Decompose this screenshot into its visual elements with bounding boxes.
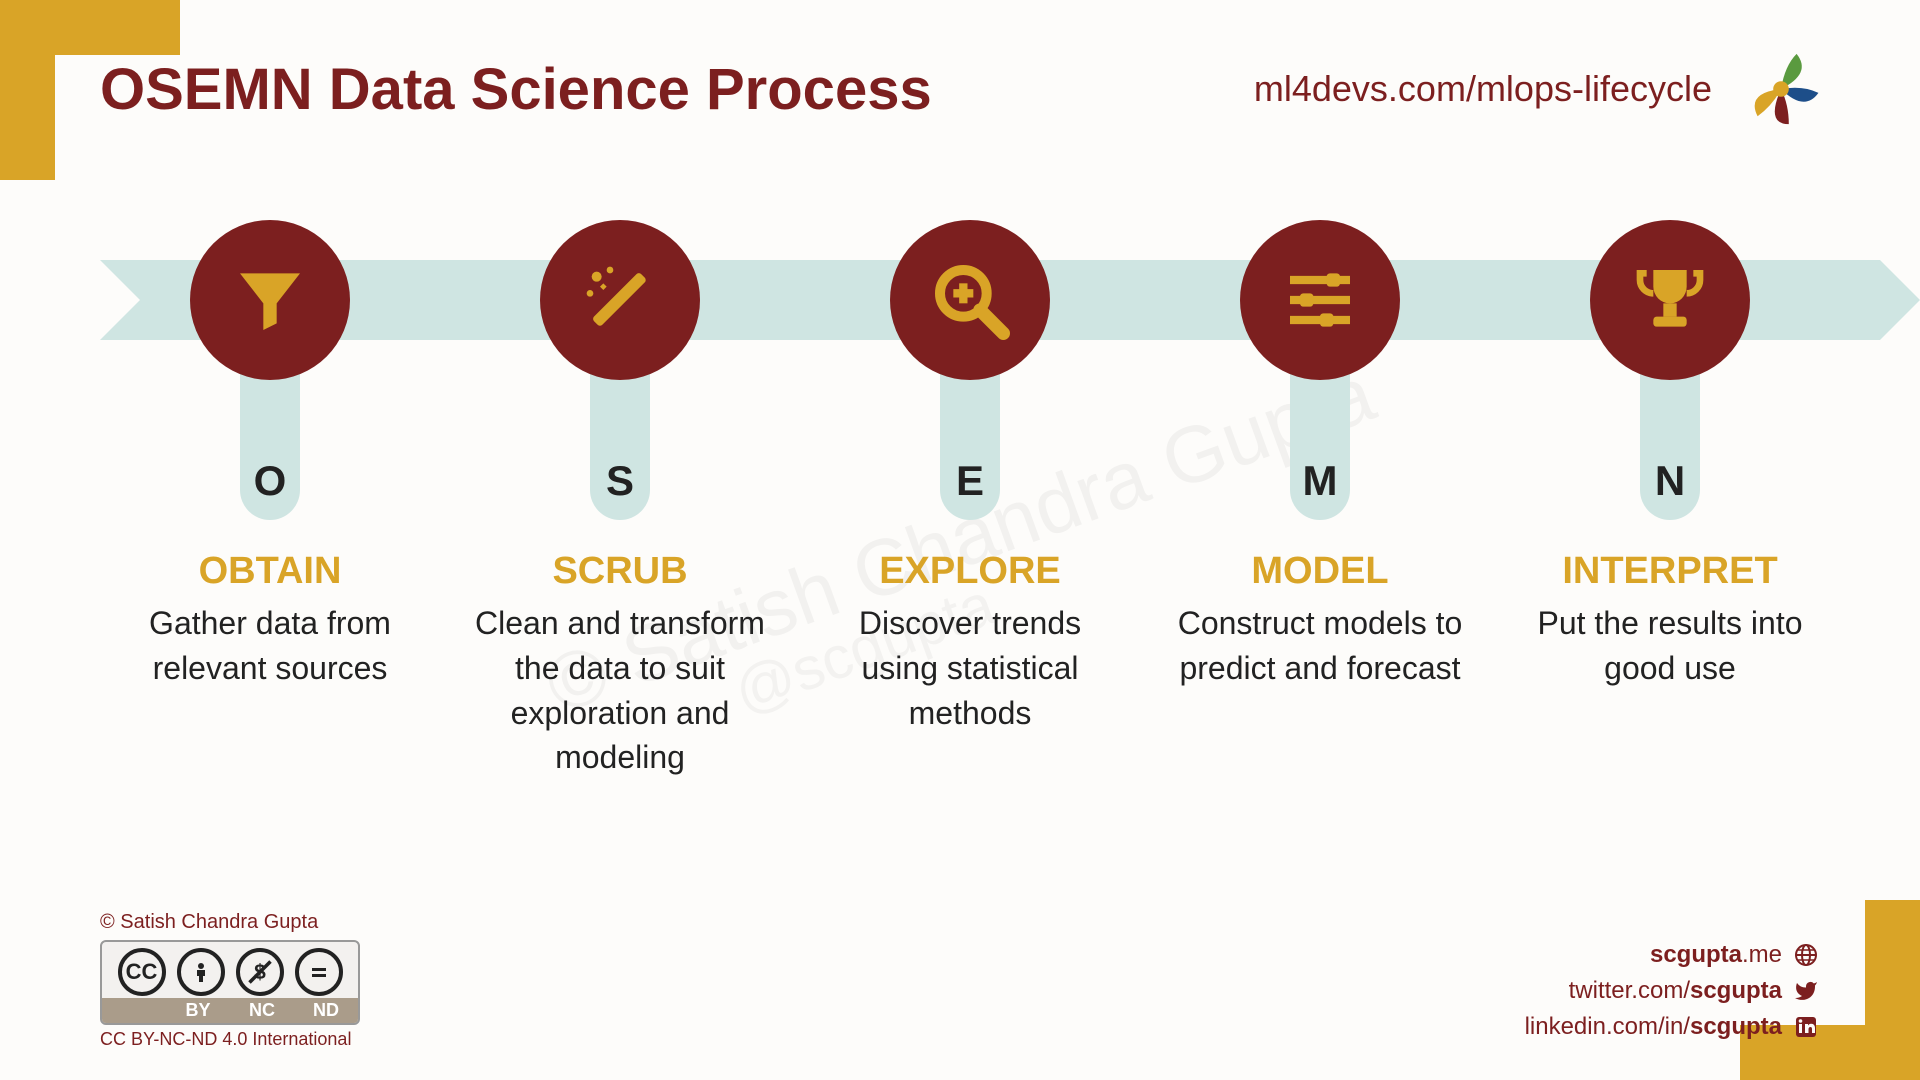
step-description: Gather data from relevant sources [100,601,440,691]
logo-icon [1742,50,1820,128]
social-site: scgupta.me [1525,937,1820,973]
step-letter: M [1303,457,1338,505]
corner-decoration-top-left [0,0,55,180]
cc-badge: CC $ BY NC ND [100,940,360,1025]
zoom-icon [890,220,1050,380]
step-stem: S [590,370,650,520]
wand-icon [540,220,700,380]
step-description: Construct models to predict and forecast [1150,601,1490,691]
trophy-icon [1590,220,1750,380]
cc-icon-cc: CC [118,948,166,996]
step-letter: E [956,457,984,505]
cc-icon-nc: $ [236,948,284,996]
cc-label-0 [102,998,166,1023]
step-title: MODEL [1251,550,1388,593]
social-block: scgupta.me twitter.com/scgupta linkedin.… [1525,937,1820,1045]
cc-label-1: BY [166,998,230,1023]
step-title: INTERPRET [1562,550,1777,593]
twitter-icon [1792,977,1820,1005]
sliders-icon [1240,220,1400,380]
step-scrub: S SCRUB Clean and transform the data to … [450,220,790,780]
social-twitter: twitter.com/scgupta [1525,973,1820,1009]
cc-label-3: ND [294,998,358,1023]
copyright-block: © Satish Chandra Gupta CC $ BY NC ND CC … [100,911,360,1050]
step-interpret: N INTERPRET Put the results into good us… [1500,220,1840,780]
step-letter: N [1655,457,1685,505]
step-description: Clean and transform the data to suit exp… [450,601,790,780]
funnel-icon [190,220,350,380]
page-title: OSEMN Data Science Process [100,56,932,123]
cc-label-2: NC [230,998,294,1023]
cc-labels-row: BY NC ND [102,998,358,1023]
step-description: Discover trends using statistical method… [800,601,1140,735]
step-description: Put the results into good use [1500,601,1840,691]
step-explore: E EXPLORE Discover trends using statisti… [800,220,1140,780]
header-url: ml4devs.com/mlops-lifecycle [1254,68,1712,110]
step-letter: O [254,457,287,505]
step-stem: E [940,370,1000,520]
step-title: SCRUB [552,550,687,593]
linkedin-icon [1792,1013,1820,1041]
social-linkedin: linkedin.com/in/scgupta [1525,1009,1820,1045]
cc-icons-row: CC $ [102,942,358,998]
cc-license-text: CC BY-NC-ND 4.0 International [100,1029,360,1050]
header: OSEMN Data Science Process ml4devs.com/m… [100,50,1820,128]
copyright-text: © Satish Chandra Gupta [100,911,360,934]
step-title: EXPLORE [879,550,1061,593]
step-letter: S [606,457,634,505]
step-obtain: O OBTAIN Gather data from relevant sourc… [100,220,440,780]
cc-icon-nd [295,948,343,996]
steps-container: O OBTAIN Gather data from relevant sourc… [100,220,1840,780]
step-model: M MODEL Construct models to predict and … [1150,220,1490,780]
step-stem: M [1290,370,1350,520]
cc-icon-by [177,948,225,996]
globe-icon [1792,941,1820,969]
step-stem: O [240,370,300,520]
step-stem: N [1640,370,1700,520]
step-title: OBTAIN [199,550,342,593]
header-right: ml4devs.com/mlops-lifecycle [1254,50,1820,128]
corner-decoration-bottom-right [1865,900,1920,1080]
